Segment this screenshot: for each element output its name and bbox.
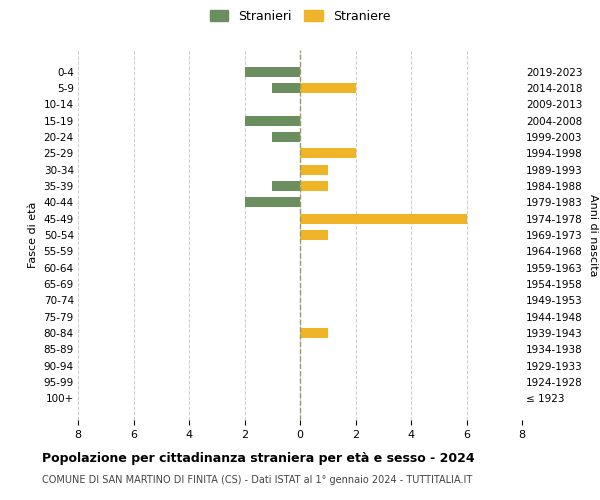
Bar	[300, 230, 328, 240]
Bar	[300, 181, 328, 191]
Bar	[245, 198, 300, 207]
Bar	[300, 328, 328, 338]
Bar	[272, 83, 300, 93]
Bar	[300, 148, 355, 158]
Legend: Stranieri, Straniere: Stranieri, Straniere	[206, 6, 394, 26]
Bar	[245, 67, 300, 76]
Y-axis label: Anni di nascita: Anni di nascita	[589, 194, 598, 276]
Bar	[272, 181, 300, 191]
Text: COMUNE DI SAN MARTINO DI FINITA (CS) - Dati ISTAT al 1° gennaio 2024 - TUTTITALI: COMUNE DI SAN MARTINO DI FINITA (CS) - D…	[42, 475, 472, 485]
Text: Popolazione per cittadinanza straniera per età e sesso - 2024: Popolazione per cittadinanza straniera p…	[42, 452, 475, 465]
Bar	[300, 83, 355, 93]
Bar	[245, 116, 300, 126]
Bar	[272, 132, 300, 142]
Bar	[300, 165, 328, 174]
Bar	[300, 214, 467, 224]
Y-axis label: Fasce di età: Fasce di età	[28, 202, 38, 268]
